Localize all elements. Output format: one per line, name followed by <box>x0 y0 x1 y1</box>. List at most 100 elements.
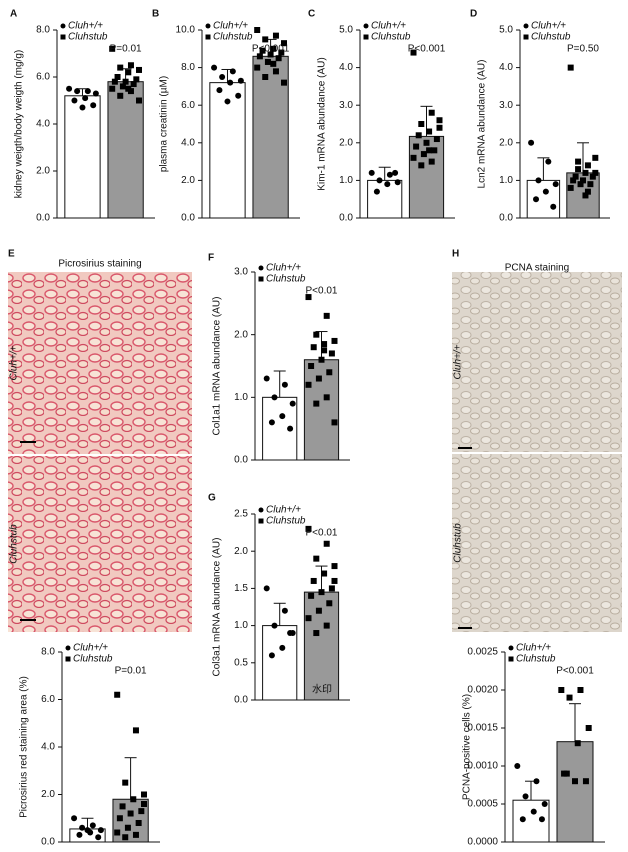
micrograph <box>452 454 622 632</box>
data-point <box>428 109 435 116</box>
panel-letter: D <box>470 9 477 20</box>
data-point <box>538 816 545 823</box>
legend-label: Cluh+/+ <box>371 21 406 32</box>
panel-letter: F <box>208 253 214 264</box>
data-point <box>533 778 540 785</box>
legend-label: Cluhstub <box>531 32 571 43</box>
data-point <box>116 815 123 822</box>
y-tick-label: 5.0 <box>499 25 513 36</box>
data-point <box>394 179 401 186</box>
legend-label: Cluh+/+ <box>73 643 108 654</box>
data-point <box>262 36 269 43</box>
data-point <box>326 369 333 376</box>
data-point <box>84 827 91 834</box>
data-point <box>89 822 96 829</box>
data-point <box>428 158 435 165</box>
data-point <box>92 90 99 97</box>
image-title: Picrosirius staining <box>58 259 141 270</box>
data-point <box>310 344 317 351</box>
data-point <box>541 801 548 807</box>
data-point <box>130 81 137 88</box>
legend-marker <box>60 34 66 40</box>
data-point <box>426 147 433 154</box>
data-point <box>323 394 330 401</box>
data-point <box>119 83 126 90</box>
data-point <box>79 824 86 831</box>
data-point <box>279 413 286 420</box>
data-point <box>315 607 322 614</box>
legend-marker <box>363 23 369 29</box>
y-tick-label: 2.0 <box>339 137 353 148</box>
data-point <box>550 203 557 210</box>
y-tick-label: 1.0 <box>234 620 248 631</box>
data-point <box>114 691 121 698</box>
data-point <box>122 78 129 85</box>
y-tick-label: 3.0 <box>339 100 353 111</box>
y-tick-label: 0.0 <box>181 213 195 224</box>
data-point <box>270 45 277 52</box>
p-value: P<0.01 <box>306 286 338 297</box>
legend-label: Cluh+/+ <box>68 21 103 32</box>
data-point <box>558 687 565 693</box>
data-point <box>433 136 440 143</box>
data-point <box>287 630 294 637</box>
legend-marker <box>65 656 71 662</box>
data-point <box>566 694 573 701</box>
y-tick-label: 8.0 <box>41 647 55 658</box>
data-point <box>584 162 591 169</box>
y-tick-label: 4.0 <box>339 62 353 73</box>
y-tick-label: 6.0 <box>181 100 195 111</box>
legend-marker <box>523 23 529 29</box>
y-tick-label: 0.0010 <box>467 761 498 772</box>
data-point <box>278 49 285 56</box>
y-tick-label: 3.0 <box>499 100 513 111</box>
data-point <box>585 725 592 731</box>
data-point <box>97 827 104 834</box>
data-point <box>216 87 223 94</box>
data-point <box>109 45 116 52</box>
data-point <box>127 810 134 817</box>
y-axis-label: Picrosirius red staining area (%) <box>19 676 30 818</box>
data-point <box>567 184 574 191</box>
data-point <box>392 169 399 176</box>
data-point <box>135 820 142 826</box>
data-point <box>271 622 278 629</box>
data-point <box>522 793 529 800</box>
data-point <box>117 64 124 71</box>
data-point <box>133 76 140 83</box>
y-tick-label: 0.0005 <box>467 799 498 810</box>
y-tick-label: 0.0020 <box>467 685 498 696</box>
legend-marker <box>60 23 66 29</box>
y-tick-label: 0.0 <box>41 837 55 848</box>
data-point <box>111 78 118 85</box>
data-point <box>326 600 333 607</box>
data-point <box>323 540 330 547</box>
data-point <box>376 177 383 184</box>
data-point <box>132 831 139 838</box>
legend-marker <box>65 645 71 651</box>
data-point <box>268 652 275 659</box>
data-point <box>141 791 148 798</box>
data-point <box>305 525 312 532</box>
panel-letter: H <box>452 249 459 260</box>
data-point <box>66 85 73 92</box>
micrograph <box>8 456 192 632</box>
y-tick-label: 1.0 <box>234 392 248 403</box>
legend-marker <box>258 518 264 524</box>
data-point <box>577 181 584 188</box>
data-point <box>542 188 549 195</box>
y-tick-label: 8.0 <box>36 25 50 36</box>
data-point <box>109 85 116 92</box>
data-point <box>84 88 91 95</box>
image-label: Cluhstub <box>453 523 464 563</box>
bar <box>556 741 594 843</box>
legend-label: Cluhstub <box>266 516 306 527</box>
data-point <box>313 555 320 562</box>
y-tick-label: 2.0 <box>181 175 195 186</box>
data-point <box>386 171 393 178</box>
data-point <box>570 177 577 184</box>
y-tick-label: 2.0 <box>234 546 248 557</box>
legend-label: Cluh+/+ <box>266 505 301 516</box>
y-tick-label: 0.0 <box>234 695 248 706</box>
